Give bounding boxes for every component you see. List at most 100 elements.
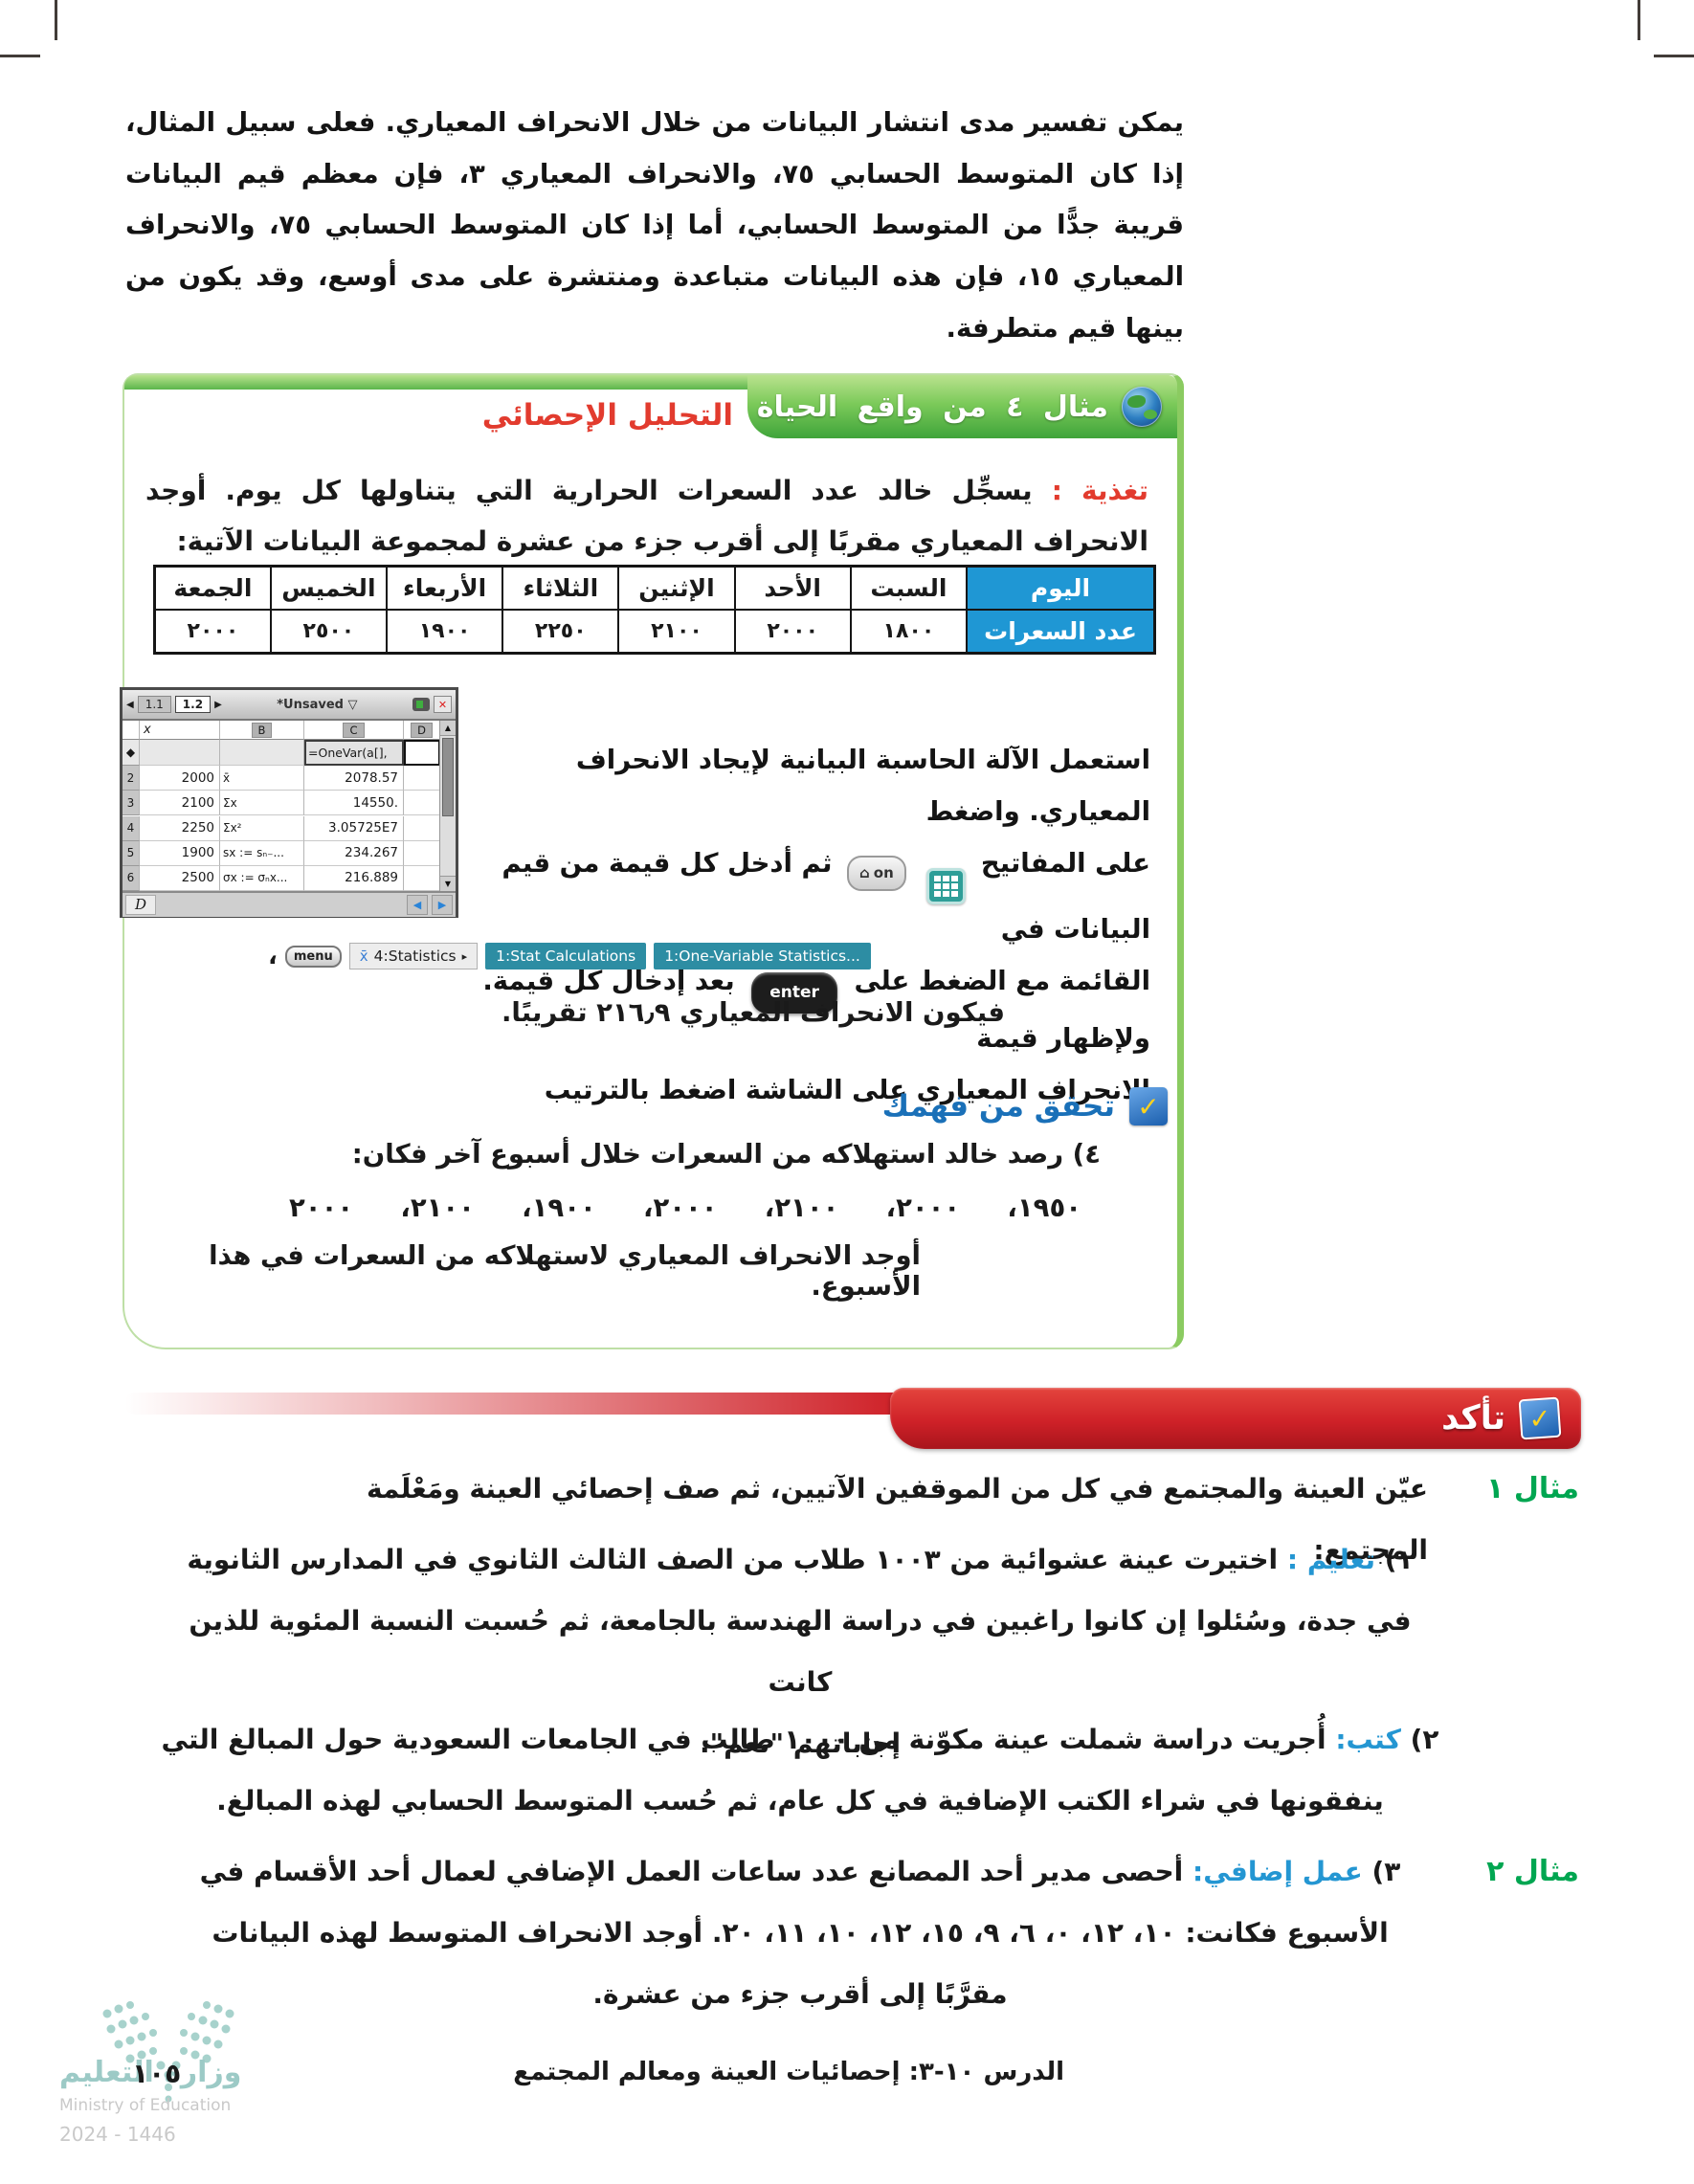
arabic-comma: ، (268, 942, 278, 970)
instruction-line2a: على المفاتيح (980, 847, 1150, 879)
problem-line: ينفقونها في شراء الكتب الإضافية في كل عا… (216, 1785, 1384, 1816)
x-value: 1900 (140, 840, 220, 866)
table-row: اليوم السبت الأحد الإثنين الثلاثاء الأرب… (153, 565, 1156, 611)
calories-cell: ٢٠٠٠ (153, 609, 272, 655)
battery-icon (412, 698, 430, 711)
confirm-label: تأكد (1441, 1399, 1505, 1437)
problem-line: الأسبوع فكانت: ١٠، ١٢، ٠، ٦، ٩، ١٥، ١٢، … (212, 1917, 1389, 1949)
problem-line: في جدة، وسُئلوا إن كانوا راغبين في دراسة… (189, 1605, 1412, 1698)
check-question-values: ١٩٥٠، ٢٠٠٠، ٢١٠٠، ٢٠٠٠، ١٩٠٠، ٢١٠٠، ٢٠٠٠ (289, 1192, 1082, 1223)
day-cell: الثلاثاء (502, 565, 620, 611)
formula-cell-b (220, 740, 304, 767)
problem-line: ٣) عمل إضافي: أحصى مدير أحد المصانع عدد … (199, 1856, 1401, 1887)
problem-line: مقرَّبًا إلى أقرب جزء من عشرة. (592, 1978, 1008, 2010)
one-variable-statistics-menu-item: 1:One-Variable Statistics... (654, 943, 871, 969)
row-number: 4 (123, 815, 140, 841)
spreadsheet-key-icon (926, 867, 967, 904)
day-cell: الجمعة (153, 565, 272, 611)
menu-key-sequence: ، menu x̄ 4:Statistics ▸ 1:Stat Calculat… (268, 942, 871, 970)
instruction-line3a: القائمة مع الضغط على (854, 965, 1151, 996)
formula-cell-a (140, 740, 220, 767)
problem-label: تغذية : (1051, 475, 1148, 506)
scrollbar: ▲ ▼ (439, 721, 456, 891)
calculator-screenshot: ◀ 1.1 1.2 ▶ *Unsaved ▽ ✕ x B C D ◆ (120, 687, 458, 918)
problem-1: ١) تعليم : اختيرت عينة عشوائية من ١٠٠٣ ط… (153, 1529, 1447, 1774)
tab-left-arrow-icon: ◀ (126, 699, 134, 710)
problem-line: ١) تعليم : اختيرت عينة عشوائية من ١٠٠٣ ط… (187, 1544, 1414, 1575)
row-number: 6 (123, 865, 140, 891)
x-value: 2500 (140, 865, 220, 891)
calories-cell: ٢٠٠٠ (733, 609, 852, 655)
problem-topic-label: تعليم : (1286, 1544, 1375, 1575)
problem-3: ٣) عمل إضافي: أحصى مدير أحد المصانع عدد … (153, 1841, 1447, 2025)
check-understanding-title: تحقق من فهمك (881, 1089, 1115, 1124)
row-number: 5 (123, 840, 140, 866)
day-cell: الخميس (269, 565, 388, 611)
row-number: 3 (123, 791, 140, 816)
problem-2: ٢) كتب: أُجريت دراسة شملت عينة مكوّنة من… (153, 1709, 1447, 1832)
stat-calculations-menu-item: 1:Stat Calculations (485, 943, 647, 969)
submenu-arrow-icon: ▸ (461, 949, 468, 963)
intro-paragraph: يمكن تفسير مدى انتشار البيانات من خلال ا… (125, 107, 1184, 344)
status-right-arrow-icon: ▶ (432, 895, 453, 915)
statistics-menu-item: x̄ 4:Statistics ▸ (348, 943, 479, 969)
x-value: 2250 (140, 815, 220, 841)
formula-cell-c: =OneVar(a[], (304, 740, 404, 767)
check-icon: ✓ (1518, 1396, 1562, 1440)
problem-line: إجاباتهم "نعم". (699, 1727, 902, 1759)
example4-banner-title: مثال ٤ من واقع الحياة (756, 390, 1108, 424)
calories-cell: ٢٥٠٠ (269, 609, 388, 655)
problem-topic-label: كتب: (1335, 1724, 1401, 1755)
instruction-line2b: ثم أدخل كل قيمة من قيم البيانات في (502, 847, 1150, 945)
question-text: رصد خالد استهلاكه من السعرات خلال أسبوع … (351, 1139, 1064, 1170)
result-text: فيكون الانحراف المعياري ٢١٦٫٩ تقريبًا. (501, 997, 1005, 1028)
crop-mark (1654, 55, 1694, 57)
instruction-line4: الانحراف المعياري على الشاشة اضغط بالترت… (544, 1074, 1150, 1105)
crop-mark (55, 0, 57, 40)
day-cell: الأحد (733, 565, 852, 611)
calories-table: اليوم السبت الأحد الإثنين الثلاثاء الأرب… (153, 565, 1156, 655)
calculator-spreadsheet: x B C D ◆ =OneVar(a[], 2 2000 x̄ 2078.57… (123, 721, 456, 891)
x-value: 2100 (140, 791, 220, 816)
calories-cell: ٢٢٥٠ (502, 609, 620, 655)
confirm-banner-tail (124, 1393, 967, 1415)
ministry-logo (102, 2001, 234, 2103)
column-d-header: D (411, 722, 433, 738)
problem-number: ٢) (1410, 1724, 1439, 1755)
example4-problem: تغذية : يسجِّل خالد عدد السعرات الحرارية… (145, 465, 1148, 567)
watermark-year: 2024 - 1446 (59, 2123, 176, 2146)
check-icon: ✓ (1129, 1087, 1168, 1125)
example1-instruction: عيّن العينة والمجتمع في كل من الموقفين ا… (366, 1473, 1428, 1566)
check-question: ٤) رصد خالد استهلاكه من السعرات خلال أسب… (352, 1139, 1101, 1170)
stat-label: sx := sₙ₋... (220, 840, 304, 866)
tab-right-arrow-icon: ▶ (214, 699, 222, 710)
check-understanding-header: ✓ تحقق من فهمك (882, 1087, 1168, 1125)
problem-line: ٢) كتب: أُجريت دراسة شملت عينة مكوّنة من… (161, 1724, 1439, 1755)
day-cell: السبت (849, 565, 969, 611)
stat-label: Σx² (220, 815, 304, 841)
problem-text: يسجِّل خالد عدد السعرات الحرارية التي يت… (145, 475, 1148, 558)
calories-cell: ٢١٠٠ (617, 609, 736, 655)
stat-value: 234.267 (304, 840, 404, 866)
stat-value: 14550. (304, 791, 404, 816)
column-x-header: x (140, 721, 220, 740)
menu-key: menu (284, 945, 342, 968)
problem-number: ٣) (1371, 1856, 1401, 1887)
status-cell-label: D (125, 895, 157, 915)
day-header-cell: اليوم (966, 565, 1156, 611)
page-number: ١٠٥ (132, 2058, 182, 2089)
day-cell: الإثنين (617, 565, 736, 611)
on-key: ⌂ on (847, 855, 906, 892)
close-icon: ✕ (434, 696, 452, 713)
watermark-english: Ministry of Education (59, 2096, 232, 2115)
column-c-header: C (343, 722, 365, 738)
calculator-tab-1-2: 1.2 (174, 696, 212, 713)
stat-value: 3.05725E7 (304, 815, 404, 841)
stat-value: 2078.57 (304, 766, 404, 791)
formula-row-header: ◆ (123, 740, 140, 767)
calculator-status-bar: D ◀ ▶ (123, 891, 456, 917)
home-icon: ⌂ (859, 863, 870, 881)
footer-lesson-title: الدرس ١٠-٣: إحصائيات العينة ومعالم المجت… (513, 2058, 1064, 2086)
instruction-line3b: بعد إدخال كل قيمة. ولإظهار قيمة (482, 965, 1150, 1054)
example4-banner: مثال ٤ من واقع الحياة (747, 375, 1177, 438)
